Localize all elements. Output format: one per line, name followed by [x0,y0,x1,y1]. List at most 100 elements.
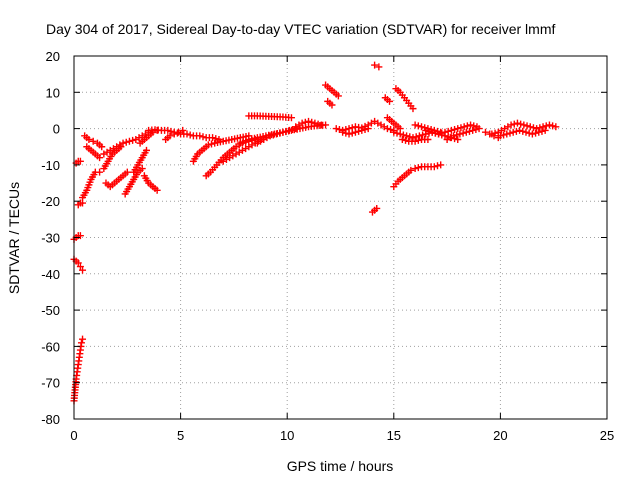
data-point [282,127,290,135]
series-arc-32 [392,85,417,113]
x-tick-label: 10 [280,428,294,443]
data-point [208,140,216,148]
data-point [503,130,511,138]
data-point [415,132,423,140]
series-arc-17 [162,126,187,143]
data-point [414,136,422,144]
data-point [454,135,462,143]
data-point [451,126,459,134]
y-tick-label: -10 [41,158,60,173]
data-point [345,130,353,138]
data-point [317,121,325,129]
data-point [403,132,411,140]
data-point [490,132,498,140]
data-point [339,128,347,136]
data-point [409,134,417,142]
data-point [513,119,521,127]
data-point [512,127,520,135]
series-arc-40 [496,126,549,140]
series-arc-11 [100,128,153,158]
data-point [153,186,161,194]
x-tick-label: 0 [70,428,77,443]
data-point [494,134,502,142]
series-arc-24 [292,117,325,131]
data-point [506,129,514,137]
data-point [305,117,313,125]
data-point [407,166,415,174]
data-point [138,165,146,173]
data-point [414,164,422,172]
series-arc-33 [383,114,404,133]
y-tick-label: 0 [53,122,60,137]
data-point [532,129,540,137]
data-point [434,162,442,170]
data-point [183,130,191,138]
data-point [526,123,534,131]
data-point [371,61,379,69]
y-tick-label: -70 [41,376,60,391]
data-point [414,122,422,130]
data-point [173,129,181,137]
data-point [470,122,478,130]
data-point [76,157,84,165]
x-tick-label: 25 [600,428,614,443]
data-point [522,128,530,136]
data-point [421,124,429,132]
data-point [85,135,93,143]
data-point [509,128,517,136]
data-point [96,168,104,176]
data-point [125,137,133,145]
series-arc-42 [411,121,445,136]
data-point [166,132,174,140]
data-point [457,124,465,132]
y-tick-label: 20 [46,49,60,64]
series-arc-26 [324,97,336,109]
data-point [517,120,525,128]
data-point [552,123,560,131]
series-arc-30 [368,204,381,216]
data-point [462,128,470,136]
series-arc-13 [130,146,150,176]
data-point [393,129,401,137]
data-point [430,126,438,134]
data-point [328,101,336,109]
data-point [424,135,432,143]
data-point [164,126,172,134]
data-point [386,97,394,105]
y-tick-label: -40 [41,267,60,282]
data-point [129,136,137,144]
series-arc-38 [443,125,483,143]
data-point [276,129,284,137]
data-point [77,339,85,347]
data-point [535,128,543,136]
data-point [542,122,550,130]
data-point [179,126,187,134]
data-point [355,127,363,135]
data-point [516,126,524,134]
data-point [285,126,293,134]
data-point [523,122,531,130]
data-point [287,114,295,122]
series-arc-8 [83,143,104,162]
series-arc-35 [390,161,445,191]
data-point [199,133,207,141]
data-point [533,125,541,133]
data-point [406,133,414,141]
data-point [342,129,350,137]
data-point [529,124,537,132]
data-point [209,134,217,142]
data-point [500,131,508,139]
data-point [76,232,84,240]
data-point [519,127,527,135]
data-point [279,128,287,136]
data-point [454,125,462,133]
data-point [402,136,410,144]
series-arc-39 [488,119,560,138]
data-point [453,131,461,139]
data-point [525,129,533,137]
data-point [472,126,480,134]
data-point [419,131,427,139]
data-point [79,266,87,274]
data-point [273,130,281,138]
